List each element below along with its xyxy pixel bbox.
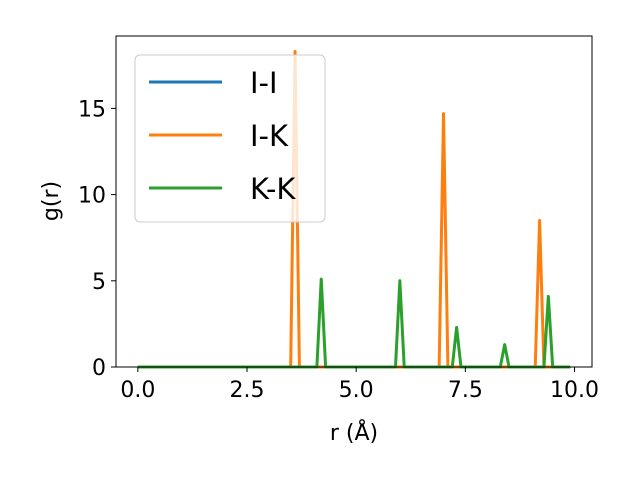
x-tick-label: 2.5 — [230, 378, 265, 403]
x-axis-ticks: 0.0 2.5 5.0 7.5 10.0 — [120, 367, 599, 403]
legend-box — [134, 54, 326, 223]
x-tick-label: 10.0 — [550, 378, 599, 403]
series-line-k-k — [137, 277, 571, 369]
y-tick-label: 15 — [78, 97, 106, 122]
x-tick-label: 7.5 — [448, 378, 483, 403]
plot-frame — [115, 35, 593, 368]
legend-label-k-k: K-K — [250, 172, 296, 206]
y-axis-label: g(r) — [39, 181, 64, 221]
x-axis-label: r (Å) — [330, 419, 378, 446]
y-tick-label: 5 — [92, 270, 106, 295]
y-tick-label: 0 — [92, 356, 106, 381]
y-axis-ticks: 0 5 10 15 — [78, 97, 116, 381]
x-tick-label: 5.0 — [339, 378, 374, 403]
legend: I-I I-K K-K — [134, 54, 326, 223]
legend-label-i-k: I-K — [250, 119, 289, 153]
y-tick-label: 10 — [78, 184, 106, 209]
x-tick-label: 0.0 — [120, 378, 155, 403]
legend-label-i-i: I-I — [250, 66, 278, 100]
